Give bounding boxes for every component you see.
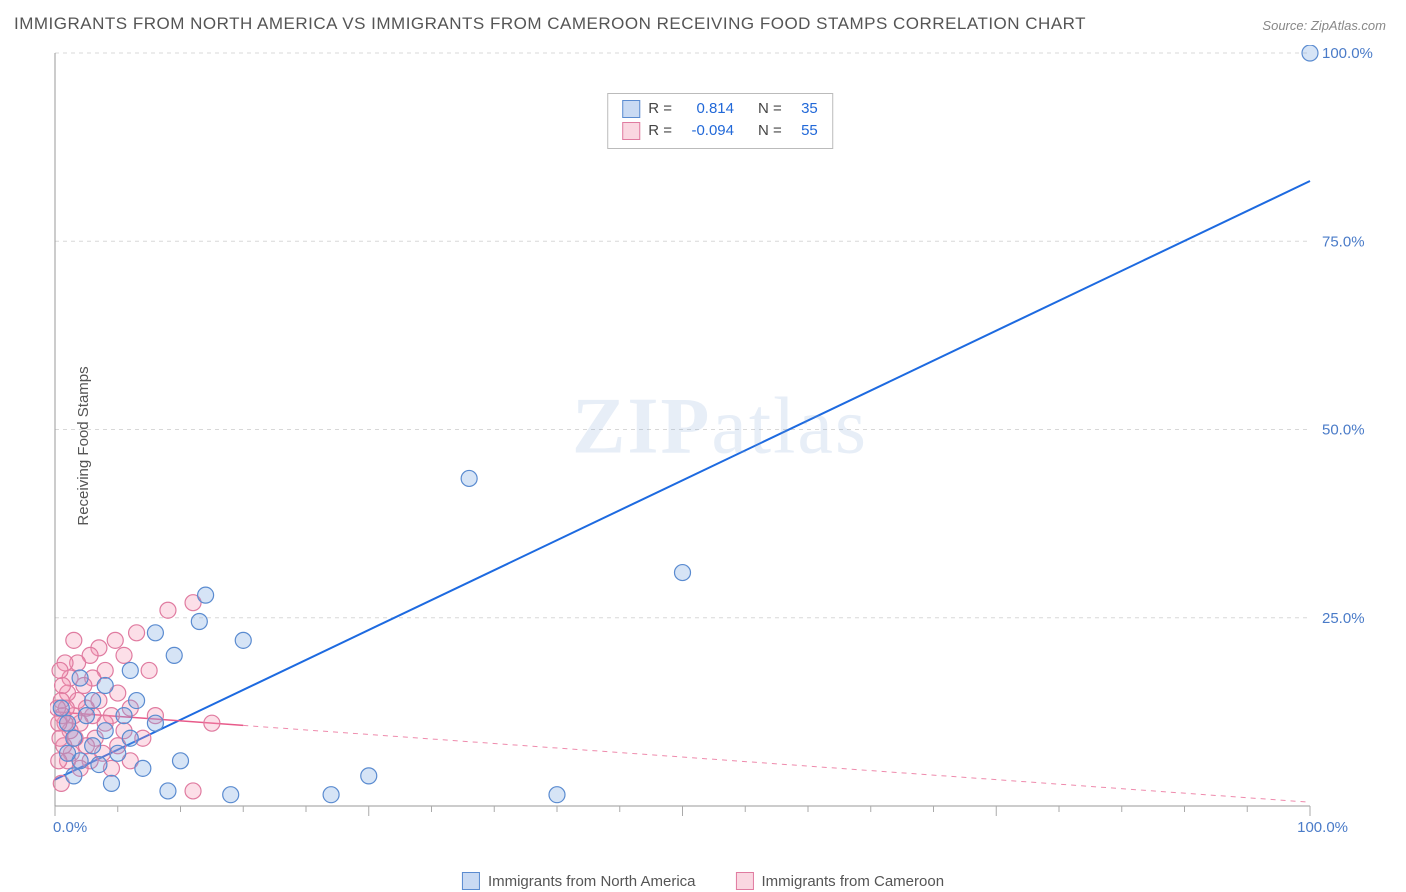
r-label-2: R = [648, 120, 672, 142]
legend-item-1: Immigrants from North America [462, 872, 696, 890]
source-name: ZipAtlas.com [1311, 18, 1386, 33]
chart-area: 25.0%50.0%75.0%100.0%0.0%100.0% ZIPatlas… [50, 45, 1390, 840]
legend-label-2: Immigrants from Cameroon [761, 873, 944, 890]
source-label: Source: [1262, 18, 1307, 33]
svg-text:25.0%: 25.0% [1322, 610, 1365, 627]
scatter-plot: 25.0% 50.0% 75.0% 100.0% 0.0% 100.0% [50, 45, 1390, 840]
r-value-1: 0.814 [680, 98, 734, 120]
svg-text:50.0%: 50.0% [1322, 422, 1365, 439]
r-label-1: R = [648, 98, 672, 120]
n-label-1: N = [758, 98, 782, 120]
source-attribution: Source: ZipAtlas.com [1262, 18, 1386, 33]
r-value-2: -0.094 [680, 120, 734, 142]
svg-text:0.0%: 0.0% [53, 819, 87, 836]
legend-row-2: R = -0.094 N = 55 [622, 120, 818, 142]
legend-row-1: R = 0.814 N = 35 [622, 98, 818, 120]
n-value-1: 35 [790, 98, 818, 120]
svg-text:75.0%: 75.0% [1322, 233, 1365, 250]
correlation-legend: R = 0.814 N = 35 R = -0.094 N = 55 [607, 93, 833, 149]
swatch-pink-icon [735, 872, 753, 890]
svg-text:100.0%: 100.0% [1322, 45, 1373, 62]
n-label-2: N = [758, 120, 782, 142]
svg-text:100.0%: 100.0% [1297, 819, 1348, 836]
n-value-2: 55 [790, 120, 818, 142]
swatch-blue-icon [622, 100, 640, 118]
series-legend: Immigrants from North America Immigrants… [462, 872, 944, 890]
swatch-blue-icon [462, 872, 480, 890]
legend-item-2: Immigrants from Cameroon [735, 872, 944, 890]
legend-label-1: Immigrants from North America [488, 873, 696, 890]
swatch-pink-icon [622, 122, 640, 140]
chart-title: IMMIGRANTS FROM NORTH AMERICA VS IMMIGRA… [14, 14, 1086, 34]
